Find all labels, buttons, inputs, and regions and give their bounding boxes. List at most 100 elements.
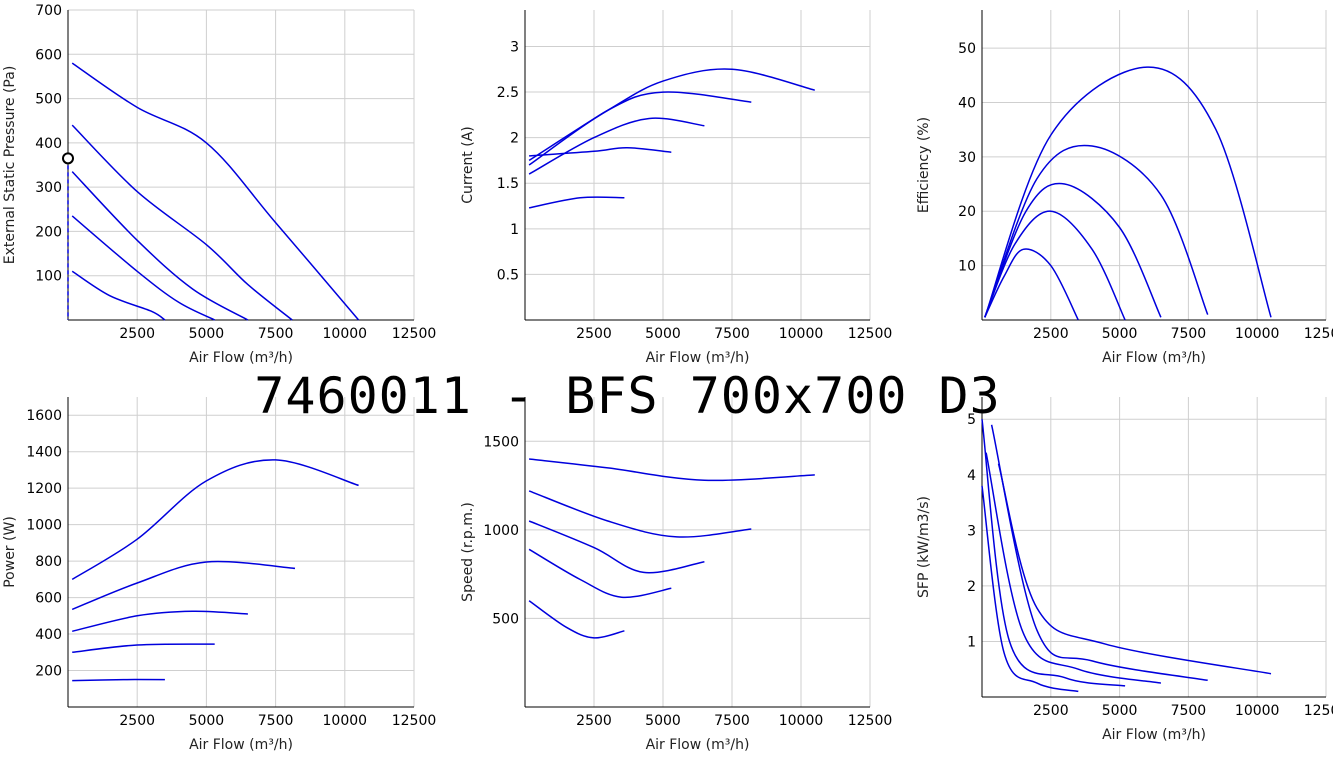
series-line-4 — [528, 548, 672, 599]
y-axis-label: SFP (kW/m3/s) — [916, 496, 932, 598]
series-line-1 — [71, 62, 360, 321]
y-tick-label: 3 — [510, 39, 519, 55]
x-tick-label: 2500 — [1033, 703, 1069, 719]
y-tick-label: 700 — [35, 3, 62, 19]
y-tick-label: 0.5 — [497, 267, 519, 283]
x-tick-label: 2500 — [1033, 326, 1069, 342]
chart-5: 2500 5000 7500 10000 12500 500 1000 1500 Air Flo… — [460, 397, 892, 753]
series-line-1 — [71, 459, 359, 581]
chart-2: 2500 5000 7500 10000 12500 0.5 1 1.5 2 2.5 3 Air Fl… — [460, 10, 892, 366]
series-line-3 — [985, 452, 1162, 684]
y-axis-label: Current (A) — [460, 126, 476, 204]
series-line-4 — [984, 210, 1126, 321]
y-tick-label: 1500 — [483, 434, 519, 450]
y-tick-label: 1400 — [26, 445, 62, 461]
y-axis-label: External Static Pressure (Pa) — [2, 66, 18, 265]
series-line-3 — [71, 171, 249, 321]
series-line-5 — [72, 678, 165, 682]
x-tick-label: 12500 — [848, 326, 893, 342]
x-tick-label: 5000 — [189, 713, 225, 729]
y-tick-label: 2 — [510, 131, 519, 147]
chart-4: 2500 5000 7500 10000 12500 200 400 600 800 1000 12… — [2, 397, 436, 753]
series-line-3 — [72, 610, 248, 633]
y-axis-label: Speed (r.p.m.) — [460, 502, 476, 602]
y-tick-label: 4 — [967, 468, 976, 484]
y-tick-label: 600 — [35, 47, 62, 63]
x-axis-label: Air Flow (m³/h) — [1102, 727, 1206, 743]
y-tick-label: 400 — [35, 136, 62, 152]
x-tick-label: 5000 — [645, 713, 681, 729]
y-tick-label: 2 — [967, 579, 976, 595]
page-title: 7460011 - BFS 700x700 D3 — [254, 367, 1001, 425]
series-line-1 — [984, 66, 1272, 318]
y-tick-label: 1200 — [26, 481, 62, 497]
y-tick-label: 200 — [35, 224, 62, 240]
y-tick-label: 1 — [967, 634, 976, 650]
x-tick-label: 10000 — [1235, 703, 1280, 719]
y-tick-label: 600 — [35, 591, 62, 607]
series-line-2 — [528, 490, 752, 538]
series-line-5 — [71, 270, 166, 321]
y-axis-label: Power (W) — [2, 516, 18, 588]
x-tick-label: 7500 — [714, 326, 750, 342]
series-line-1 — [529, 458, 815, 482]
x-tick-label: 12500 — [848, 713, 893, 729]
y-tick-label: 400 — [35, 627, 62, 643]
y-tick-label: 500 — [492, 611, 519, 627]
series-line-3 — [528, 520, 705, 574]
y-tick-label: 5 — [967, 412, 976, 428]
series-line-1 — [997, 463, 1272, 675]
series-line-5 — [528, 196, 625, 209]
x-tick-label: 7500 — [258, 713, 294, 729]
series-line-3 — [528, 117, 705, 175]
y-tick-label: 1000 — [483, 523, 519, 539]
chart-3: 2500 5000 7500 10000 12500 10 20 30 40 50 Air Flow… — [916, 10, 1333, 366]
x-axis-label: Air Flow (m³/h) — [1102, 350, 1206, 366]
y-tick-label: 1000 — [26, 518, 62, 534]
y-tick-label: 20 — [958, 204, 976, 220]
x-tick-label: 5000 — [1102, 326, 1138, 342]
y-tick-label: 10 — [958, 259, 976, 275]
x-tick-label: 10000 — [323, 713, 368, 729]
x-tick-label: 5000 — [645, 326, 681, 342]
y-tick-label: 1600 — [26, 408, 62, 424]
x-tick-label: 12500 — [1304, 326, 1333, 342]
x-tick-label: 7500 — [258, 326, 294, 342]
x-tick-label: 10000 — [779, 326, 824, 342]
x-tick-label: 12500 — [392, 326, 437, 342]
x-tick-label: 12500 — [1304, 703, 1333, 719]
x-tick-label: 7500 — [1171, 703, 1207, 719]
x-tick-label: 5000 — [189, 326, 225, 342]
x-tick-label: 7500 — [714, 713, 750, 729]
x-tick-label: 12500 — [392, 713, 437, 729]
x-tick-label: 2500 — [119, 713, 155, 729]
series-line-4 — [529, 146, 672, 157]
y-axis-label: Efficiency (%) — [916, 117, 932, 213]
series-line-2 — [71, 560, 296, 611]
y-tick-label: 50 — [958, 41, 976, 57]
y-tick-label: 3 — [967, 523, 976, 539]
series-line-3 — [984, 182, 1162, 318]
chart-6: 2500 5000 7500 10000 12500 1 2 3 4 5 Air Flow (m³/… — [916, 397, 1333, 743]
y-tick-label: 40 — [958, 95, 976, 111]
series-line-4 — [981, 419, 1126, 687]
x-tick-label: 5000 — [1102, 703, 1138, 719]
y-tick-label: 500 — [35, 92, 62, 108]
series-line-2 — [984, 144, 1209, 318]
y-tick-label: 1.5 — [497, 176, 519, 192]
series-line-4 — [71, 215, 216, 321]
x-tick-label: 2500 — [119, 326, 155, 342]
x-axis-label: Air Flow (m³/h) — [189, 737, 293, 753]
x-axis-label: Air Flow (m³/h) — [189, 350, 293, 366]
x-tick-label: 2500 — [576, 326, 612, 342]
series-line-5 — [981, 485, 1079, 693]
chart-1: 2500 5000 7500 10000 12500 100 200 300 400 500 600… — [2, 3, 436, 366]
x-tick-label: 10000 — [1235, 326, 1280, 342]
series-line-2 — [71, 124, 293, 321]
y-tick-label: 2.5 — [497, 85, 519, 101]
series-line-4 — [72, 643, 215, 654]
x-tick-label: 2500 — [576, 713, 612, 729]
series-line-2 — [990, 424, 1208, 682]
x-axis-label: Air Flow (m³/h) — [646, 350, 750, 366]
